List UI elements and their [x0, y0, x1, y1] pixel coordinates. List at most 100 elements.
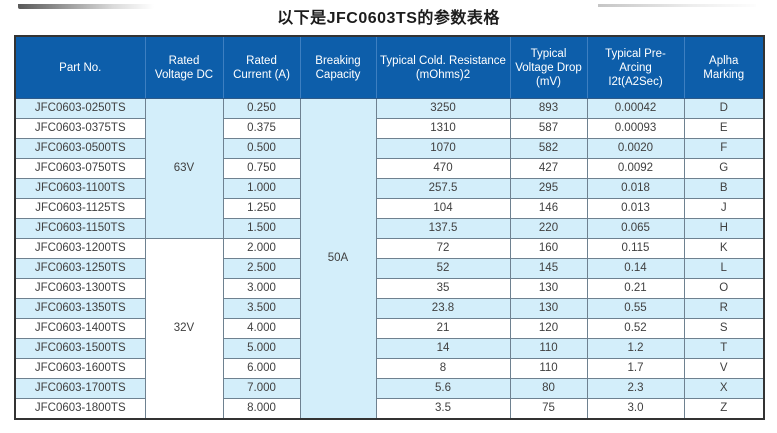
- header-row: Part No. Rated Voltage DC Rated Current (A…: [14, 35, 765, 99]
- cell-part-no: JFC0603-1700TS: [14, 378, 146, 399]
- cell-cold-resistance: 137.5: [375, 218, 511, 239]
- table-row: JFC0603-1150TS 1.500 137.5 220 0.065 H: [14, 218, 765, 239]
- cell-cold-resistance: 470: [375, 158, 511, 179]
- cell-alpha-marking: E: [683, 118, 765, 139]
- cell-alpha-marking: V: [683, 358, 765, 379]
- cell-rated-current: 5.000: [222, 338, 301, 359]
- table-row: JFC0603-1125TS 1.250 104 146 0.013 J: [14, 198, 765, 219]
- table-body: JFC0603-0250TS 63V 0.250 50A 3250 893 0.00042 D…: [14, 98, 765, 420]
- cell-pre-arcing: 0.115: [586, 238, 685, 259]
- cell-rated-current: 2.000: [222, 238, 301, 259]
- cell-pre-arcing: 0.55: [586, 298, 685, 319]
- cell-pre-arcing: 0.0092: [586, 158, 685, 179]
- table-row: JFC0603-0250TS 63V 0.250 50A 3250 893 0.00042 D: [14, 98, 765, 420]
- cell-rated-current: 3.000: [222, 278, 301, 299]
- cell-cold-resistance: 257.5: [375, 178, 511, 199]
- cell-part-no: JFC0603-1200TS: [14, 238, 146, 259]
- cell-part-no: JFC0603-1800TS: [14, 398, 146, 420]
- cell-cold-resistance: 52: [375, 258, 511, 279]
- cell-cold-resistance: 5.6: [375, 378, 511, 399]
- cell-cold-resistance: 23.8: [375, 298, 511, 319]
- cell-voltage-drop: 893: [509, 98, 588, 119]
- page-title: 以下是JFC0603TS的参数表格: [277, 10, 500, 27]
- cell-rated-current: 0.750: [222, 158, 301, 179]
- cell-cold-resistance: 72: [375, 238, 511, 259]
- cell-pre-arcing: 0.21: [586, 278, 685, 299]
- cell-alpha-marking: S: [683, 318, 765, 339]
- cell-part-no: JFC0603-0375TS: [14, 118, 146, 139]
- cell-cold-resistance: 1310: [375, 118, 511, 139]
- cell-voltage-drop: 75: [509, 398, 588, 420]
- parameter-table: Part No. Rated Voltage DC Rated Current (A…: [14, 35, 765, 420]
- table-row: JFC0603-1350TS 3.500 23.8 130 0.55 R: [14, 298, 765, 319]
- cell-voltage-drop: 130: [509, 278, 588, 299]
- cell-part-no: JFC0603-0250TS: [14, 98, 146, 119]
- cell-cold-resistance: 21: [375, 318, 511, 339]
- cell-pre-arcing: 0.00093: [586, 118, 685, 139]
- cell-pre-arcing: 1.7: [586, 358, 685, 379]
- cell-cold-resistance: 35: [375, 278, 511, 299]
- cell-voltage-drop: 295: [509, 178, 588, 199]
- column-header-pre-arcing: Typical Pre-Arcing I2t(A2Sec): [586, 35, 685, 99]
- cell-part-no: JFC0603-1300TS: [14, 278, 146, 299]
- table-row: JFC0603-1400TS 4.000 21 120 0.52 S: [14, 318, 765, 339]
- cell-rated-current: 0.500: [222, 138, 301, 159]
- top-shadow-left: [18, 4, 154, 9]
- cell-voltage-drop: 130: [509, 298, 588, 319]
- cell-pre-arcing: 0.00042: [586, 98, 685, 119]
- cell-voltage-drop: 582: [509, 138, 588, 159]
- cell-alpha-marking: R: [683, 298, 765, 319]
- cell-rated-current: 1.500: [222, 218, 301, 239]
- cell-voltage-drop: 110: [509, 338, 588, 359]
- cell-part-no: JFC0603-1350TS: [14, 298, 146, 319]
- cell-pre-arcing: 0.065: [586, 218, 685, 239]
- cell-rated-current: 6.000: [222, 358, 301, 379]
- cell-pre-arcing: 0.018: [586, 178, 685, 199]
- cell-rated-current: 1.000: [222, 178, 301, 199]
- table-row: JFC0603-1300TS 3.000 35 130 0.21 O: [14, 278, 765, 299]
- cell-voltage-drop: 220: [509, 218, 588, 239]
- table-row: JFC0603-1600TS 6.000 8 110 1.7 V: [14, 358, 765, 379]
- cell-breaking-capacity: 50A: [299, 98, 377, 420]
- cell-part-no: JFC0603-0750TS: [14, 158, 146, 179]
- cell-cold-resistance: 1070: [375, 138, 511, 159]
- cell-alpha-marking: G: [683, 158, 765, 179]
- cell-rated-current: 4.000: [222, 318, 301, 339]
- cell-voltage-drop: 146: [509, 198, 588, 219]
- cell-rated-voltage-group: 63V: [144, 98, 224, 239]
- page: { "title": "以下是JFC0603TS的参数表格", "colors"…: [0, 4, 777, 433]
- table-row: JFC0603-1800TS 8.000 3.5 75 3.0 Z: [14, 398, 765, 420]
- cell-rated-current: 3.500: [222, 298, 301, 319]
- cell-voltage-drop: 427: [509, 158, 588, 179]
- top-shadow-right: [598, 4, 756, 7]
- cell-alpha-marking: B: [683, 178, 765, 199]
- table-row: JFC0603-0750TS 0.750 470 427 0.0092 G: [14, 158, 765, 179]
- column-header-part-no: Part No.: [14, 35, 146, 99]
- table-row: JFC0603-0500TS 0.500 1070 582 0.0020 F: [14, 138, 765, 159]
- cell-voltage-drop: 110: [509, 358, 588, 379]
- cell-cold-resistance: 8: [375, 358, 511, 379]
- column-header-cold-resistance: Typical Cold. Resistance (mOhms)2: [375, 35, 511, 99]
- cell-alpha-marking: T: [683, 338, 765, 359]
- cell-alpha-marking: X: [683, 378, 765, 399]
- cell-rated-current: 7.000: [222, 378, 301, 399]
- cell-alpha-marking: H: [683, 218, 765, 239]
- table-row: JFC0603-1250TS 2.500 52 145 0.14 L: [14, 258, 765, 279]
- cell-pre-arcing: 2.3: [586, 378, 685, 399]
- cell-voltage-drop: 587: [509, 118, 588, 139]
- cell-pre-arcing: 0.013: [586, 198, 685, 219]
- cell-voltage-drop: 120: [509, 318, 588, 339]
- cell-part-no: JFC0603-1500TS: [14, 338, 146, 359]
- table-row: JFC0603-1100TS 1.000 257.5 295 0.018 B: [14, 178, 765, 199]
- column-header-alpha-marking: Aplha Marking: [683, 35, 765, 99]
- column-header-rated-current: Rated Current (A): [222, 35, 301, 99]
- cell-part-no: JFC0603-0500TS: [14, 138, 146, 159]
- cell-alpha-marking: D: [683, 98, 765, 119]
- cell-part-no: JFC0603-1100TS: [14, 178, 146, 199]
- table-row: JFC0603-0375TS 0.375 1310 587 0.00093 E: [14, 118, 765, 139]
- cell-part-no: JFC0603-1600TS: [14, 358, 146, 379]
- cell-voltage-drop: 160: [509, 238, 588, 259]
- cell-alpha-marking: O: [683, 278, 765, 299]
- table-row: JFC0603-1700TS 7.000 5.6 80 2.3 X: [14, 378, 765, 399]
- cell-pre-arcing: 3.0: [586, 398, 685, 420]
